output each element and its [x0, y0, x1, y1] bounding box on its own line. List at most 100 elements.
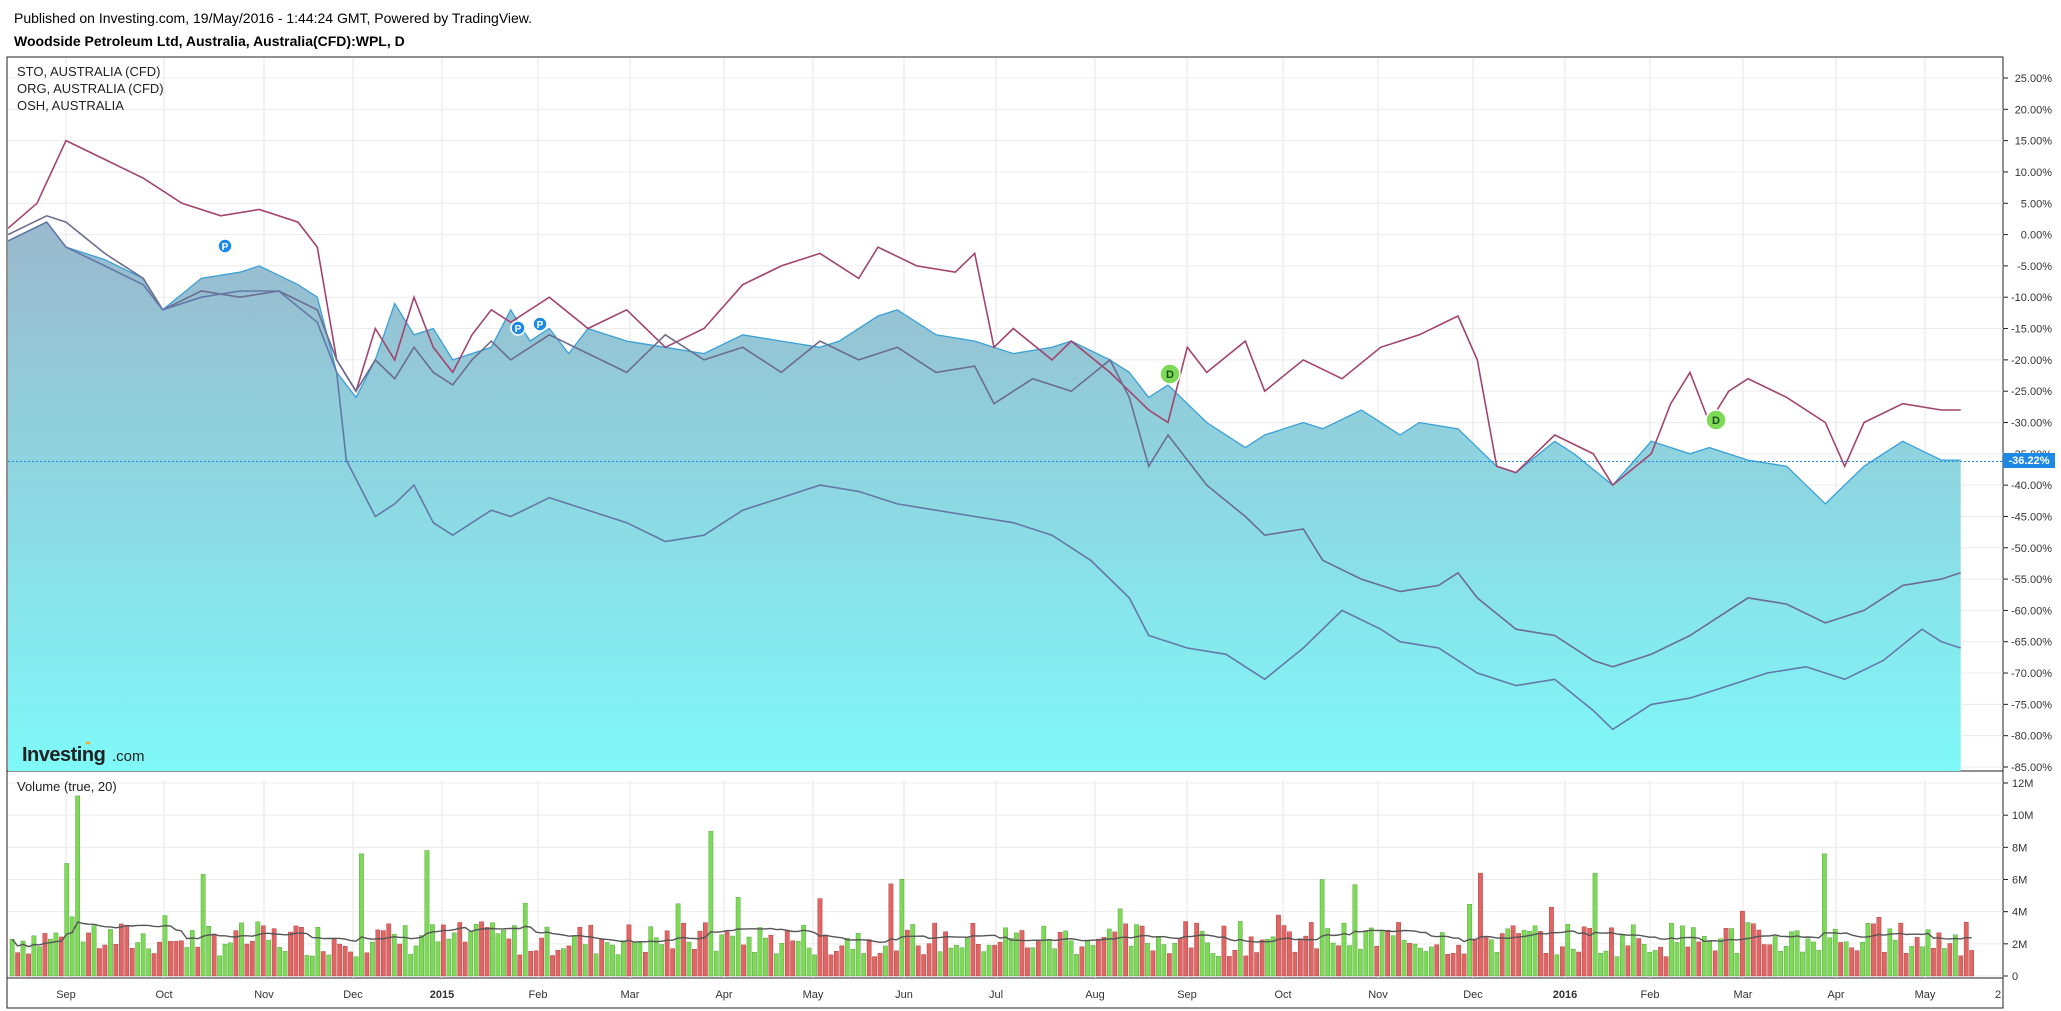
volume-bar [970, 923, 976, 977]
volume-bar [632, 942, 637, 977]
volume-bar [1221, 925, 1227, 977]
event-marker-p[interactable] [510, 320, 526, 336]
volume-bar [850, 948, 856, 977]
volume-bar [1112, 931, 1118, 977]
volume-bar [244, 943, 250, 977]
volume-bar [1003, 927, 1008, 977]
volume-bar [1308, 922, 1314, 977]
volume-bar [375, 929, 381, 977]
x-tick-label: Sep [1177, 989, 1197, 1001]
volume-bar [615, 954, 621, 977]
volume-bar [457, 922, 463, 977]
volume-bar [402, 925, 408, 977]
volume-bar [965, 937, 970, 977]
volume-bar [435, 941, 441, 977]
event-marker-d[interactable] [1159, 363, 1181, 385]
event-marker-label: P [222, 242, 229, 253]
volume-bar [20, 940, 26, 977]
volume-bars [9, 795, 1975, 977]
x-tick-label: Mar [1734, 989, 1753, 1001]
volume-bar [293, 925, 299, 977]
volume-bar [1942, 948, 1947, 977]
x-tick-label: Apr [715, 989, 732, 1001]
volume-bar [424, 850, 430, 977]
volume-bar [926, 943, 932, 977]
volume-bar [1860, 942, 1865, 977]
volume-bar [113, 944, 119, 977]
volume-bar [1243, 955, 1249, 977]
volume-bar [413, 945, 419, 977]
volume-bar [304, 955, 310, 977]
volume-bar [31, 935, 37, 977]
volume-bar [1712, 950, 1718, 977]
volume-bar [1603, 950, 1609, 977]
y-tick-label: 6M [2012, 875, 2027, 887]
volume-bar [855, 933, 861, 977]
volume-bar [1952, 934, 1958, 977]
volume-bar [1516, 933, 1522, 977]
y-tick-label: 10M [2012, 810, 2033, 822]
volume-bar [888, 883, 894, 977]
volume-bar [713, 950, 719, 977]
volume-bar [124, 925, 130, 977]
x-tick-label: Dec [1463, 989, 1483, 1001]
volume-bar [752, 952, 757, 977]
volume-bar [1690, 927, 1696, 977]
volume-bar [1685, 946, 1691, 977]
volume-bar [1314, 948, 1320, 977]
y-tick-label: -25.00% [2011, 386, 2052, 398]
event-marker-p[interactable] [217, 238, 233, 254]
volume-bar [484, 927, 490, 977]
volume-bar [1821, 853, 1827, 977]
volume-bar [1565, 924, 1571, 977]
volume-bar [1532, 925, 1538, 977]
volume-bar [1767, 944, 1773, 977]
volume-bar [1969, 950, 1975, 977]
volume-bar [670, 948, 676, 977]
volume-bar [102, 944, 108, 977]
event-marker-d[interactable] [1705, 409, 1727, 431]
y-tick-label: 5.00% [2021, 198, 2052, 210]
volume-bar [364, 952, 370, 977]
volume-bar [1450, 953, 1456, 977]
event-marker-label: P [537, 320, 544, 331]
volume-bar [915, 945, 921, 977]
volume-bar [1707, 941, 1713, 977]
event-marker-p[interactable] [532, 316, 548, 332]
x-tick-label: Jul [989, 989, 1003, 1001]
volume-bar [1483, 937, 1489, 977]
volume-bar [735, 897, 741, 977]
volume-bar [1145, 942, 1150, 977]
volume-bar [741, 944, 746, 977]
y-tick-label: -70.00% [2011, 668, 2052, 680]
x-tick-label: Sep [56, 989, 76, 1001]
volume-bar [1456, 944, 1462, 977]
volume-bar [397, 943, 403, 977]
volume-bar [1205, 942, 1210, 977]
volume-bar [1237, 921, 1243, 977]
volume-bar [146, 948, 152, 977]
volume-bar [1876, 917, 1882, 977]
volume-bar [1357, 949, 1363, 977]
volume-bar [479, 921, 484, 977]
event-markers[interactable]: P P P D D [217, 238, 1727, 431]
volume-label: Volume (true, 20) [17, 779, 117, 794]
volume-bar [1652, 950, 1658, 977]
volume-bar [1898, 922, 1904, 977]
volume-bar [1827, 937, 1833, 977]
volume-bar [517, 954, 523, 977]
volume-bar [1756, 929, 1762, 977]
volume-bar [1445, 954, 1451, 977]
volume-bar [1085, 940, 1090, 977]
volume-bar [1658, 946, 1663, 977]
volume-bar [1478, 872, 1483, 977]
y-tick-label: -5.00% [2017, 261, 2052, 273]
volume-bar [1936, 932, 1942, 977]
volume-bar [1401, 939, 1407, 977]
volume-bar [1254, 952, 1260, 977]
volume-bar [178, 940, 184, 977]
volume-bar [157, 941, 162, 977]
volume-bar [1385, 930, 1391, 977]
volume-bar [899, 879, 905, 977]
